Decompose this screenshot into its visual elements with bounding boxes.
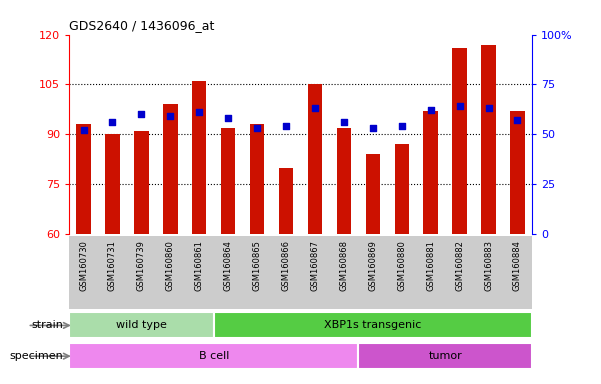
Bar bbox=[394, 144, 409, 234]
Text: GSM160880: GSM160880 bbox=[397, 240, 406, 291]
Point bbox=[281, 123, 291, 129]
Text: GSM160882: GSM160882 bbox=[455, 240, 464, 291]
Point bbox=[136, 111, 146, 118]
Point bbox=[426, 108, 436, 114]
Text: GSM160731: GSM160731 bbox=[108, 240, 117, 291]
Text: B cell: B cell bbox=[198, 351, 229, 361]
Bar bbox=[192, 81, 207, 234]
Text: XBP1s transgenic: XBP1s transgenic bbox=[324, 320, 421, 331]
Point bbox=[513, 118, 522, 124]
Point bbox=[195, 109, 204, 116]
Bar bbox=[453, 48, 467, 234]
Text: GSM160860: GSM160860 bbox=[166, 240, 175, 291]
Bar bbox=[69, 343, 358, 369]
Text: GSM160866: GSM160866 bbox=[281, 240, 290, 291]
Bar bbox=[76, 124, 91, 234]
Point bbox=[484, 105, 493, 111]
Bar bbox=[214, 313, 532, 338]
Text: GSM160867: GSM160867 bbox=[311, 240, 320, 291]
Text: GSM160730: GSM160730 bbox=[79, 240, 88, 291]
Point bbox=[397, 123, 406, 129]
Bar bbox=[250, 124, 264, 234]
Text: GSM160868: GSM160868 bbox=[340, 240, 349, 291]
Bar bbox=[221, 128, 236, 234]
Text: GDS2640 / 1436096_at: GDS2640 / 1436096_at bbox=[69, 19, 215, 32]
Bar bbox=[69, 313, 214, 338]
Bar bbox=[163, 104, 177, 234]
Text: GSM160881: GSM160881 bbox=[426, 240, 435, 291]
Text: GSM160884: GSM160884 bbox=[513, 240, 522, 291]
Point bbox=[108, 119, 117, 126]
Text: specimen: specimen bbox=[10, 351, 63, 361]
Text: GSM160861: GSM160861 bbox=[195, 240, 204, 291]
Text: wild type: wild type bbox=[116, 320, 167, 331]
Bar bbox=[358, 343, 532, 369]
Bar bbox=[510, 111, 525, 234]
Text: strain: strain bbox=[31, 320, 63, 331]
Point bbox=[368, 125, 377, 131]
Text: GSM160869: GSM160869 bbox=[368, 240, 377, 291]
Bar bbox=[134, 131, 148, 234]
Point bbox=[224, 115, 233, 121]
Point bbox=[455, 103, 465, 109]
Point bbox=[165, 113, 175, 119]
Bar bbox=[279, 168, 293, 234]
Bar bbox=[105, 134, 120, 234]
Bar bbox=[337, 128, 351, 234]
Point bbox=[79, 127, 88, 134]
Text: tumor: tumor bbox=[429, 351, 462, 361]
Point bbox=[252, 125, 262, 131]
Point bbox=[310, 105, 320, 111]
Text: GSM160864: GSM160864 bbox=[224, 240, 233, 291]
Text: GSM160865: GSM160865 bbox=[252, 240, 261, 291]
Point bbox=[339, 119, 349, 126]
Text: GSM160739: GSM160739 bbox=[137, 240, 146, 291]
Text: GSM160883: GSM160883 bbox=[484, 240, 493, 291]
Bar bbox=[481, 45, 496, 234]
Bar bbox=[424, 111, 438, 234]
Bar bbox=[365, 154, 380, 234]
Bar bbox=[308, 84, 322, 234]
